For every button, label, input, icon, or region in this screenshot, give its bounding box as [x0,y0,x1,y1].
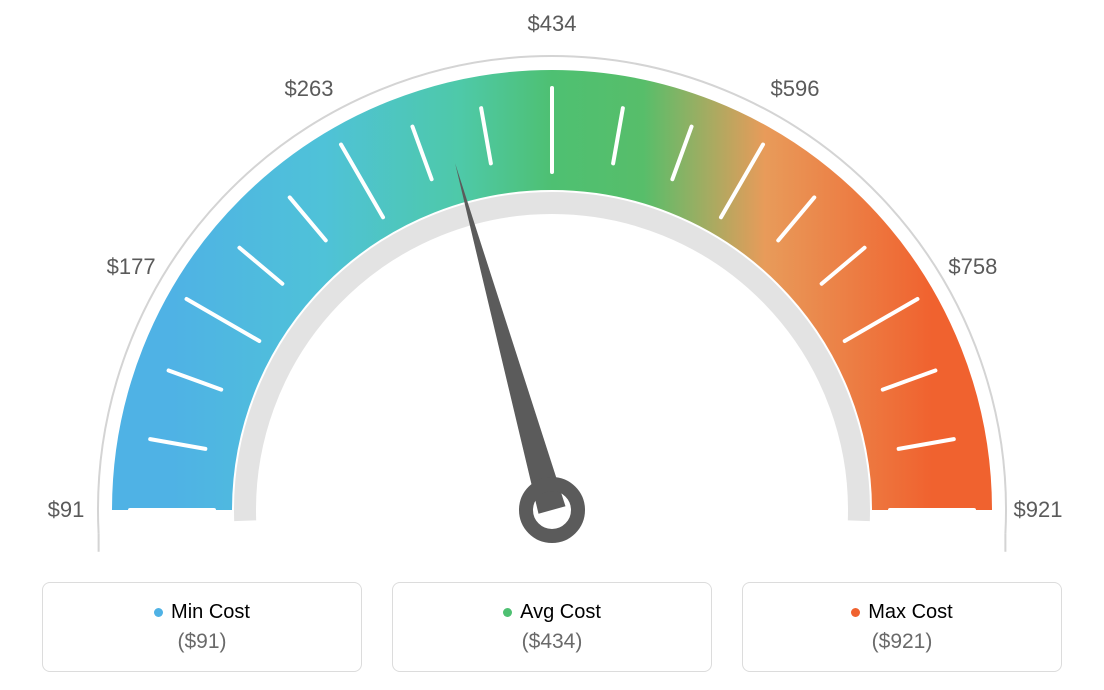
gauge-tick-label: $263 [285,76,334,102]
legend-min-title: Min Cost [154,601,250,624]
legend-min-value: ($91) [177,630,226,654]
legend-max-value: ($921) [872,630,933,654]
legend-min: Min Cost ($91) [42,582,362,672]
gauge-tick-label: $177 [107,254,156,280]
legend-max-label: Max Cost [868,601,952,624]
gauge-svg [0,0,1104,560]
legend-avg: Avg Cost ($434) [392,582,712,672]
legend-max-title: Max Cost [851,601,952,624]
legend-max-dot [851,608,860,617]
cost-gauge-chart: $91 $177 $263 $434 $596 $758 $921 Min Cost ($9… [0,0,1104,690]
legend-min-dot [154,608,163,617]
legend-avg-dot [503,608,512,617]
gauge-tick-label: $596 [771,76,820,102]
legend-max: Max Cost ($921) [742,582,1062,672]
gauge-tick-label: $434 [528,11,577,37]
gauge-tick-label: $758 [948,254,997,280]
legend-row: Min Cost ($91) Avg Cost ($434) Max Cost … [0,582,1104,672]
legend-min-label: Min Cost [171,601,250,624]
legend-avg-label: Avg Cost [520,601,601,624]
gauge-tick-label: $921 [1014,497,1063,523]
legend-avg-value: ($434) [522,630,583,654]
gauge-tick-label: $91 [48,497,85,523]
legend-avg-title: Avg Cost [503,601,601,624]
gauge-area: $91 $177 $263 $434 $596 $758 $921 [0,0,1104,560]
